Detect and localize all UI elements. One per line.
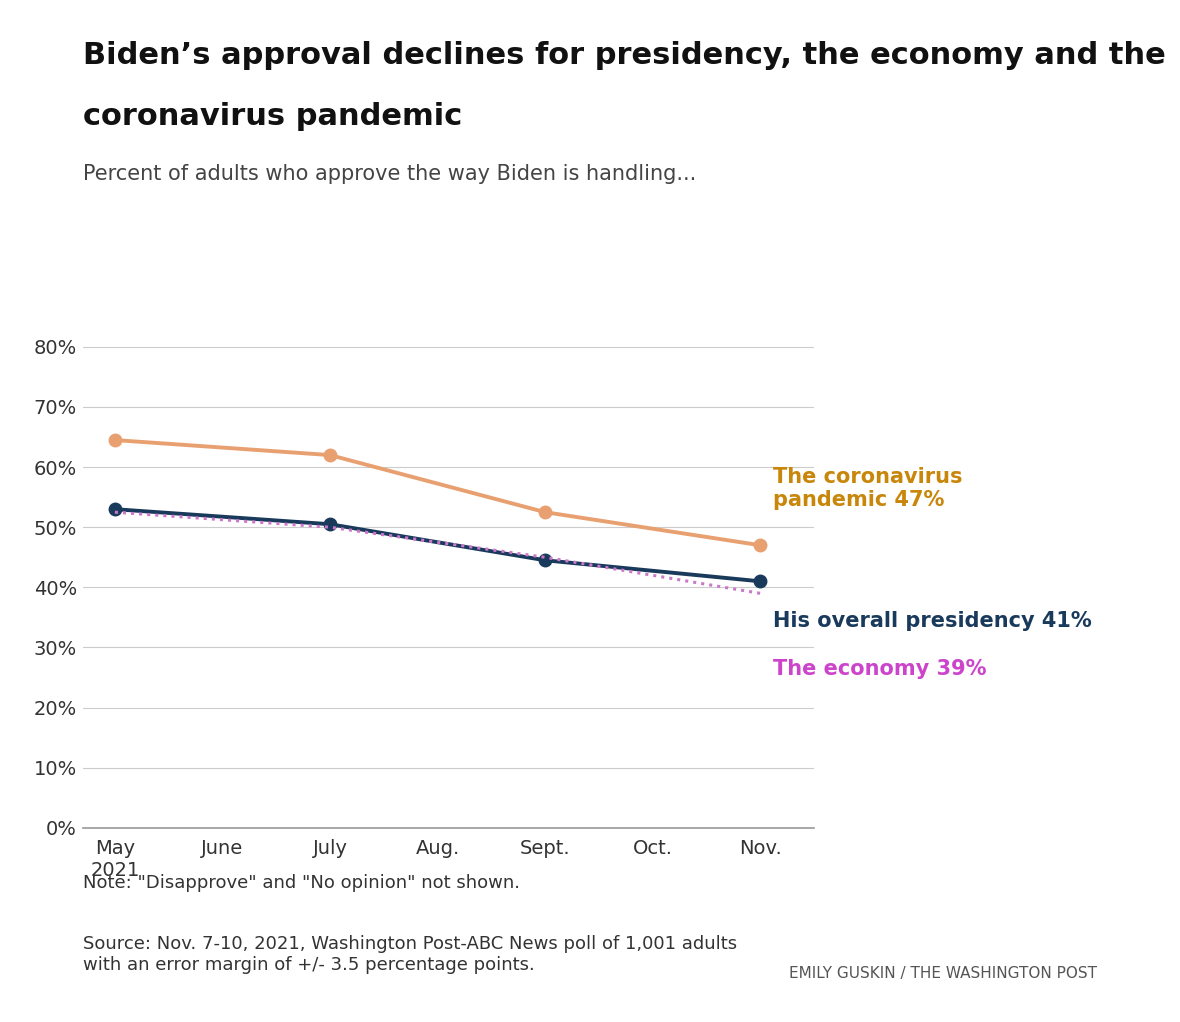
Text: The coronavirus
pandemic 47%: The coronavirus pandemic 47% [773, 467, 963, 510]
Text: The economy 39%: The economy 39% [773, 659, 986, 680]
Text: EMILY GUSKIN / THE WASHINGTON POST: EMILY GUSKIN / THE WASHINGTON POST [789, 966, 1097, 981]
Text: Note: "Disapprove" and "No opinion" not shown.: Note: "Disapprove" and "No opinion" not … [83, 874, 519, 892]
Text: His overall presidency 41%: His overall presidency 41% [773, 611, 1092, 632]
Text: Biden’s approval declines for presidency, the economy and the: Biden’s approval declines for presidency… [83, 41, 1166, 69]
Text: Source: Nov. 7-10, 2021, Washington Post-ABC News poll of 1,001 adults
with an e: Source: Nov. 7-10, 2021, Washington Post… [83, 935, 736, 974]
Text: Percent of adults who approve the way Biden is handling...: Percent of adults who approve the way Bi… [83, 164, 696, 184]
Text: coronavirus pandemic: coronavirus pandemic [83, 102, 461, 131]
